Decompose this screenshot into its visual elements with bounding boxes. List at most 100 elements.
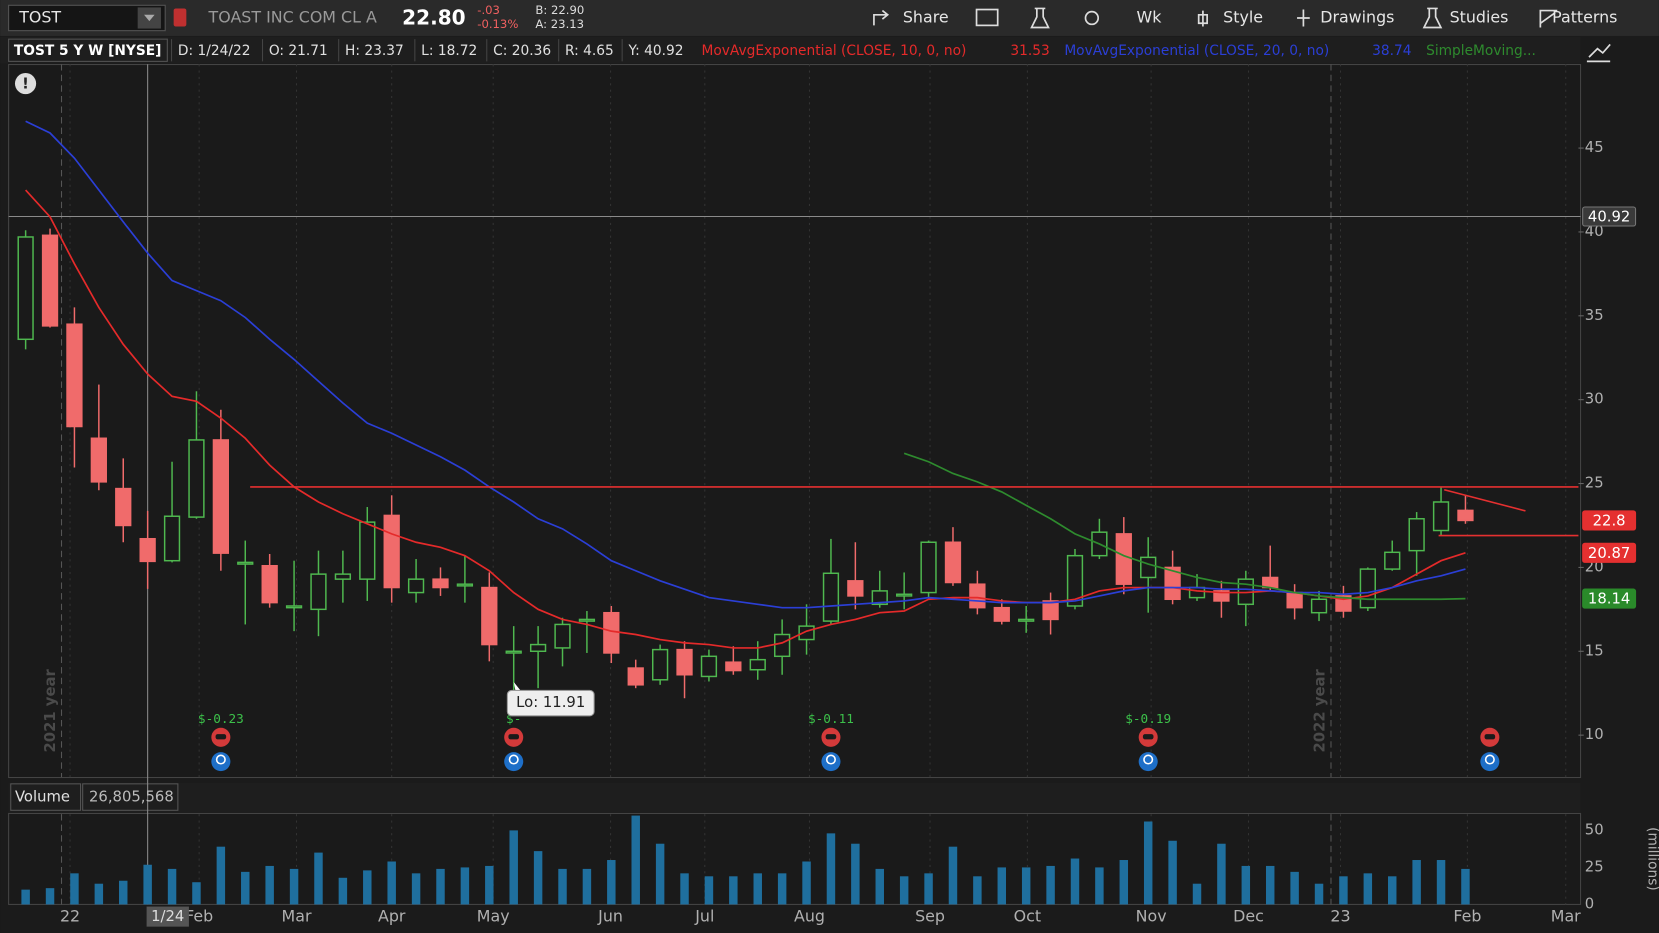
x-tick-label: Mar [1551, 907, 1581, 926]
volume-tick-label: 25 [1585, 858, 1604, 875]
x-tick-label: Dec [1233, 907, 1264, 926]
y-tick-label: 35 [1585, 307, 1604, 324]
study-line [25, 120, 1466, 609]
candle-body [1042, 600, 1059, 621]
toolbar [0, 0, 1659, 36]
volume-bar [1265, 865, 1275, 905]
alert-flag[interactable] [173, 8, 187, 27]
study-value: 31.53 [1010, 43, 1049, 59]
toolbar-button[interactable]: Patterns [1552, 7, 1617, 26]
header-info-item: D: 1/24/22 [178, 43, 251, 59]
toolbar-button[interactable]: Wk [1137, 7, 1163, 26]
chart-symbol: TOST 5 Y W [NYSE] [14, 43, 162, 59]
volume-bar [1168, 840, 1177, 905]
header-info: D: 1/24/22 O: 21.71 H: 23.37 L: 18.72 C: 20.… [171, 39, 683, 62]
candle-body [456, 583, 474, 587]
x-tick-label: May [477, 907, 510, 926]
candle-body [285, 605, 303, 609]
header-info-item: H: 23.37 [345, 43, 404, 59]
candle-body [529, 643, 547, 653]
candle-body [1140, 556, 1157, 579]
candle-body [334, 573, 352, 580]
y-tick-label: 25 [1585, 475, 1604, 492]
symbol-header-box [8, 38, 168, 62]
price-tag-label: 18.14 [1588, 591, 1630, 608]
study-value: 38.74 [1372, 43, 1411, 59]
alert-icon[interactable] [14, 72, 37, 95]
volume-bar [485, 865, 494, 905]
volume-title-box [10, 783, 82, 811]
toolbar-button[interactable]: Share [903, 7, 949, 26]
gear-icon[interactable] [1084, 10, 1100, 26]
dividend-icon-detail [825, 754, 836, 765]
price-tag [1582, 510, 1637, 531]
candle-body [1018, 618, 1035, 622]
dividend-icon [821, 752, 841, 772]
dividend-icon-detail [508, 754, 519, 765]
price-panel [8, 63, 1582, 779]
volume-bar [753, 873, 762, 905]
toolbar-button[interactable]: Style [1223, 7, 1263, 26]
volume-bar [729, 876, 738, 905]
dividend-icon-detail [1484, 754, 1495, 765]
candle-body [944, 541, 962, 584]
earnings-label: $-0.19 [1125, 711, 1171, 726]
study-line [903, 452, 1466, 601]
volume-bar [1412, 860, 1421, 905]
volume-bar [899, 876, 909, 905]
volume-bar [509, 830, 518, 905]
candle-body [163, 515, 181, 562]
x-tick-label: Jul [694, 907, 714, 926]
chart-header [0, 37, 1581, 64]
x-tick-label: Nov [1136, 907, 1167, 926]
header-info-item: L: 18.72 [421, 43, 477, 59]
volume-bar [241, 871, 250, 905]
layout-icon[interactable] [975, 8, 999, 27]
price-tag-label: 20.87 [1588, 545, 1630, 562]
volume-bar [265, 865, 274, 905]
y-tick-label: 45 [1585, 139, 1604, 156]
volume-bar [1192, 883, 1202, 905]
candle-body [310, 573, 327, 611]
volume-bar [1021, 867, 1031, 905]
candle-body [1310, 598, 1328, 614]
alert-mark: ! [22, 76, 29, 93]
volume-bar [1143, 821, 1153, 905]
candle-body [1286, 591, 1303, 609]
candle-body [115, 487, 132, 527]
earnings-icon-detail [215, 734, 227, 740]
dividend-icon-detail [215, 754, 226, 765]
chart-settings-icon[interactable] [1586, 43, 1611, 63]
volume-bar [289, 868, 299, 905]
price-tag-label: 40.92 [1588, 209, 1630, 226]
toolbar-button[interactable]: Studies [1450, 7, 1509, 26]
candle-body [139, 537, 156, 563]
year-label: 2022 year [1311, 669, 1328, 753]
y-tick-label: 30 [1585, 391, 1604, 408]
header-studies: MovAvgExponential (CLOSE, 10, 0, no) 31.5… [702, 43, 1536, 59]
volume-bar [777, 873, 787, 905]
bid: B: 22.90 [535, 3, 584, 17]
x-tick-label: 22 [60, 907, 80, 926]
candle-body [774, 633, 791, 658]
candle-body [847, 580, 864, 597]
volume-bar [533, 851, 543, 905]
volume-bar [192, 882, 201, 905]
study-name: SimpleMoving... [1426, 43, 1536, 59]
dividend-icon-detail [1143, 754, 1154, 765]
candle-body [1066, 554, 1084, 607]
dividend-icon [211, 752, 231, 772]
candle-body [1359, 568, 1376, 609]
candle-body [651, 648, 669, 681]
volume-bar [411, 873, 421, 905]
x-tick-label: Feb [185, 907, 213, 926]
candle-body [1408, 518, 1425, 552]
candle-body [700, 655, 718, 678]
volume-bar [948, 846, 958, 905]
flask-icon[interactable] [1030, 7, 1050, 29]
change: -.03 [477, 3, 500, 17]
candle-body [603, 611, 620, 654]
volume-bar [143, 864, 152, 905]
toolbar-button[interactable]: Drawings [1320, 7, 1394, 26]
candle-body [212, 439, 230, 554]
